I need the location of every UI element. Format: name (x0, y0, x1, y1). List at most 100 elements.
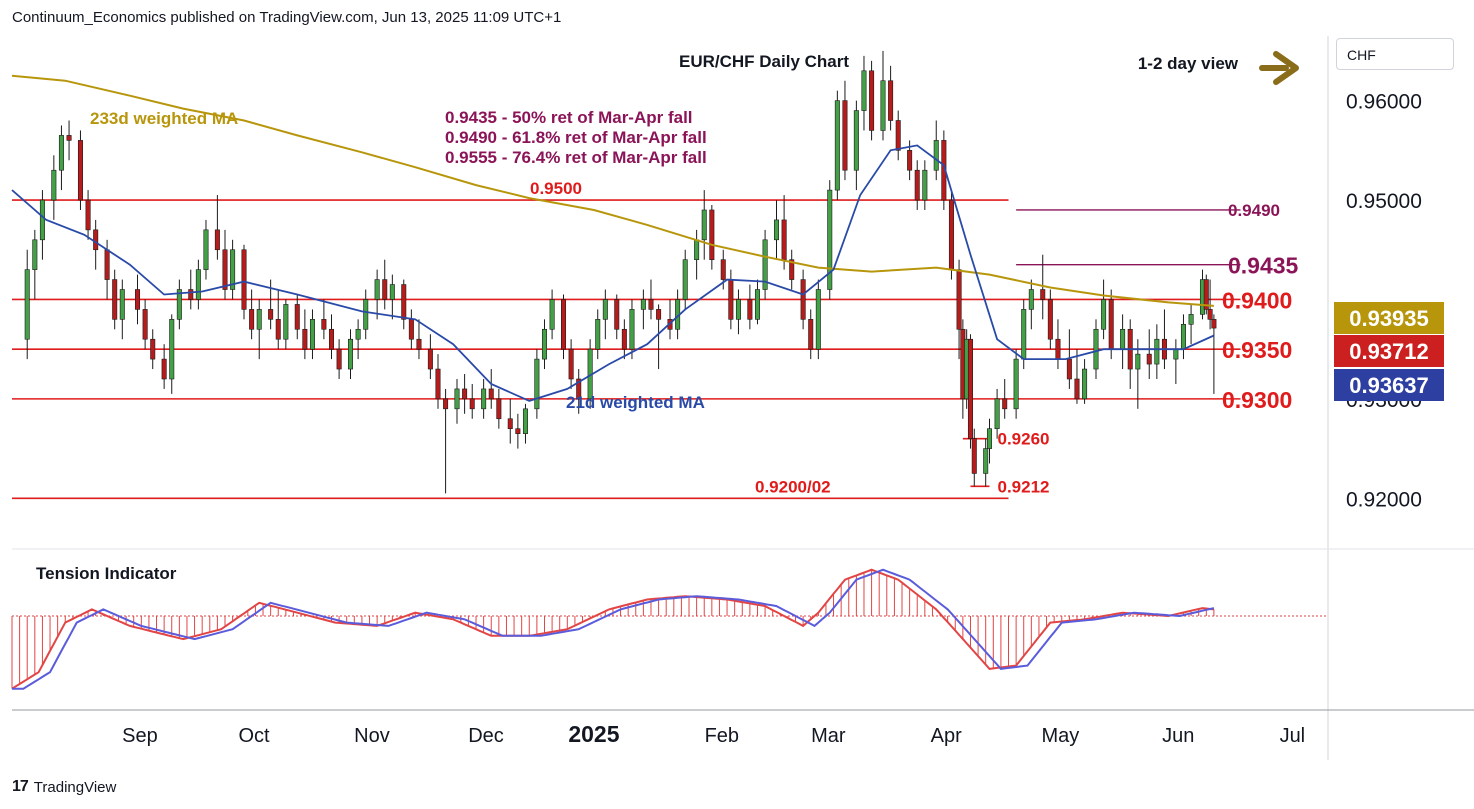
candle-body-34 (328, 328, 334, 350)
candle-body-88 (808, 319, 814, 350)
candle-body-58 (541, 328, 547, 360)
candle-body-67 (621, 328, 627, 350)
y-tick-label-0: 0.96000 (1346, 91, 1422, 114)
candle-body-11 (119, 289, 125, 320)
price-badge-label-2: 0.93637 (1349, 373, 1429, 398)
candle-body-130 (1154, 338, 1160, 365)
candle-body-56 (522, 408, 528, 434)
tradingview-logo-text: TradingView (33, 778, 117, 796)
candle-body-101 (922, 169, 928, 201)
candle-body-31 (302, 328, 308, 350)
candle-body-27 (268, 309, 274, 320)
candle-body-46 (435, 368, 441, 400)
candle-body-53 (496, 398, 502, 420)
candle-body-12 (135, 289, 141, 310)
x-tick-label-0: Sep (122, 725, 158, 747)
candle-body-124 (1101, 299, 1107, 330)
level-label-0: 0.9500 (530, 179, 582, 198)
x-tick-label-7: Apr (931, 725, 962, 747)
candle-body-32 (309, 319, 315, 350)
candle-body-109 (971, 438, 977, 474)
candle-body-14 (150, 338, 156, 360)
candle-body-3 (51, 169, 57, 201)
candle-body-108 (967, 338, 973, 439)
tension-line-blue (12, 568, 1215, 690)
candle-body-66 (614, 299, 620, 330)
candle-body-19 (195, 269, 201, 300)
candle-body-26 (256, 309, 262, 330)
candle-body-64 (595, 319, 601, 350)
candle-body-133 (1180, 324, 1186, 350)
x-tick-label-6: Mar (811, 725, 846, 747)
candle-body-36 (348, 338, 354, 370)
candle-body-0 (24, 269, 30, 340)
ma233-line (11, 74, 1214, 307)
chart-frame (12, 36, 1474, 760)
candle-body-29 (283, 304, 289, 340)
tension-label: Tension Indicator (36, 564, 177, 583)
currency-label[interactable]: CHF (1336, 38, 1454, 70)
chart-title: EUR/CHF Daily Chart (679, 52, 849, 71)
candle-body-122 (1082, 368, 1088, 400)
candle-body-137 (1207, 309, 1213, 320)
candle-body-13 (142, 309, 148, 340)
candle-body-81 (747, 299, 753, 320)
candle-body-38 (363, 299, 369, 330)
candle-body-52 (488, 388, 494, 400)
candle-body-6 (77, 140, 83, 201)
candle-body-85 (781, 219, 787, 260)
ma21-line (11, 144, 1215, 402)
candle-body-20 (203, 229, 209, 270)
candle-body-70 (648, 299, 654, 310)
candle-body-121 (1074, 378, 1080, 400)
candle-body-97 (888, 80, 894, 121)
candle-body-105 (956, 269, 962, 330)
x-tick-label-4: 2025 (568, 721, 619, 747)
x-tick-label-1: Oct (238, 725, 270, 747)
candle-body-49 (462, 388, 468, 400)
candle-body-89 (815, 289, 821, 350)
x-tick-label-10: Jul (1280, 725, 1306, 747)
y-tick-label-3: 0.92000 (1346, 488, 1422, 511)
candle-body-5 (66, 135, 72, 141)
arrow-head (1273, 51, 1299, 85)
x-tick-label-5: Feb (705, 725, 739, 747)
price-badge-2 (1334, 369, 1444, 401)
ma233-label: 233d weighted MA (90, 109, 238, 128)
candle-body-126 (1120, 328, 1126, 350)
candle-body-18 (188, 289, 194, 300)
candle-body-82 (754, 289, 760, 320)
x-tick-label-8: May (1041, 725, 1079, 747)
candle-body-86 (789, 259, 795, 280)
candle-body-80 (735, 299, 741, 320)
candle-body-51 (481, 388, 487, 410)
candle-body-30 (294, 304, 300, 330)
candle-body-50 (469, 398, 475, 410)
candle-body-118 (1047, 299, 1053, 340)
tradingview-logo[interactable]: 17 TradingView (12, 778, 116, 796)
candle-body-62 (576, 378, 582, 400)
candle-body-115 (1021, 309, 1027, 360)
candle-body-114 (1013, 358, 1019, 410)
chart-labels: EUR/CHF Daily Chart 1-2 day view 233d weig… (90, 51, 1299, 496)
price-badge-label-1: 0.93712 (1349, 339, 1429, 364)
candle-body-47 (443, 398, 449, 410)
candle-body-99 (907, 150, 913, 171)
candle-body-128 (1135, 353, 1141, 370)
candle-body-95 (869, 70, 875, 131)
ma21-label: 21d weighted MA (566, 393, 705, 412)
candle-body-138 (1211, 319, 1217, 329)
candle-body-90 (827, 189, 833, 290)
candle-body-25 (249, 309, 255, 330)
candle-body-33 (321, 319, 327, 330)
candle-body-123 (1093, 328, 1099, 370)
candle-body-43 (408, 319, 414, 340)
candle-body-125 (1108, 299, 1114, 350)
fib-note-1: 0.9490 - 61.8% ret of Mar-Apr fall (445, 128, 707, 147)
candle-body-15 (161, 358, 167, 380)
candle-body-60 (561, 299, 567, 350)
level-label-3: 0.9300 (1222, 387, 1292, 413)
candle-body-17 (176, 289, 182, 320)
candle-body-75 (694, 239, 700, 260)
